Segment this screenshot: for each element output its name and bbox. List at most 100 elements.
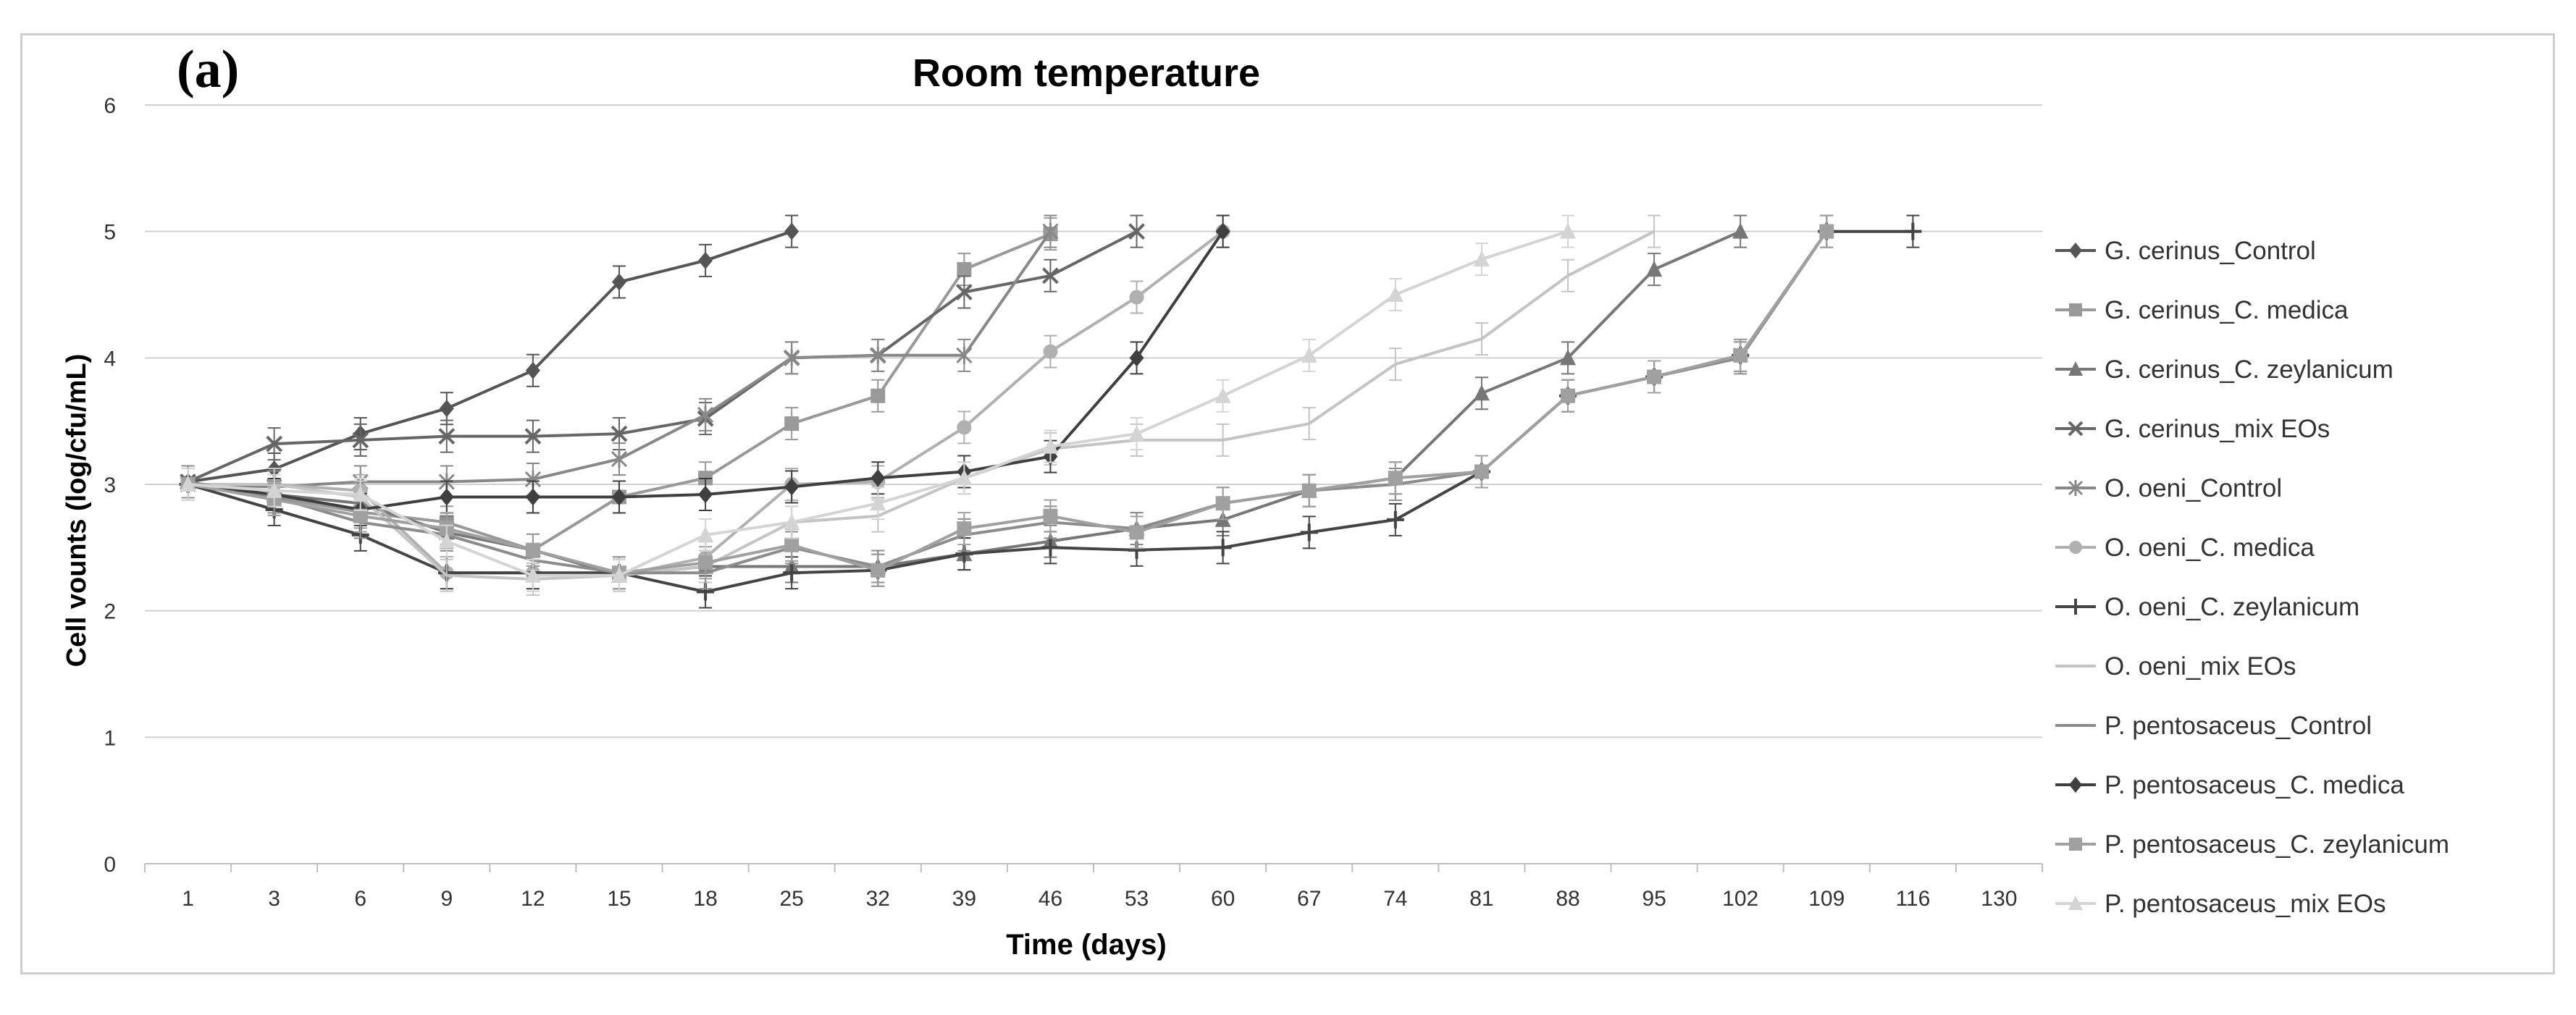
error-bar	[1216, 423, 1230, 457]
x-tick-label: 18	[693, 887, 717, 911]
data-point	[1904, 222, 1922, 240]
data-point	[784, 222, 800, 240]
data-point	[784, 513, 800, 530]
legend-swatch-marker	[2068, 421, 2084, 437]
legend-entry: G. cerinus_C. medica	[2055, 296, 2349, 324]
x-axis-title: Time (days)	[1006, 929, 1167, 961]
data-point	[1129, 290, 1144, 305]
data-point	[180, 476, 196, 492]
chart-title: Room temperature	[912, 51, 1261, 95]
data-point	[697, 526, 714, 542]
data-point	[1300, 523, 1318, 542]
legend-label: O. oeni_C. zeylanicum	[2105, 593, 2359, 621]
legend-entry: G. cerinus_mix EOs	[2055, 415, 2330, 443]
x-tick-label: 130	[1981, 887, 2017, 911]
data-point	[957, 521, 972, 536]
legend-swatch-marker	[2069, 777, 2082, 793]
data-point	[1560, 349, 1576, 366]
data-point	[525, 488, 540, 506]
data-point	[697, 405, 714, 424]
data-point	[1301, 483, 1317, 498]
x-tick-label: 12	[521, 887, 545, 911]
x-tick-label: 1	[182, 887, 194, 911]
data-point	[1041, 539, 1060, 557]
series-line	[188, 230, 1828, 575]
error-bar	[440, 558, 453, 592]
data-point	[956, 469, 973, 486]
data-point	[1042, 437, 1059, 454]
legend-entry: G. cerinus_C. zeylanicum	[2055, 355, 2394, 384]
data-point	[698, 485, 713, 503]
panel-label: (a)	[177, 40, 240, 99]
data-point	[1214, 539, 1232, 557]
chart-frame	[20, 33, 2555, 974]
legend-label: G. cerinus_C. zeylanicum	[2105, 355, 2394, 384]
legend-label: G. cerinus_C. medica	[2105, 296, 2349, 324]
legend-swatch-marker	[2069, 541, 2082, 554]
data-point	[698, 251, 713, 269]
legend-swatch-marker	[2068, 480, 2084, 496]
data-point	[1386, 510, 1404, 528]
x-tick-label: 3	[268, 887, 280, 911]
error-bar	[1561, 258, 1574, 292]
data-point	[1301, 346, 1317, 363]
data-point	[870, 563, 886, 578]
y-axis-title: Cell vounts (log/cfu/mL)	[62, 354, 92, 667]
error-bar	[1474, 322, 1488, 356]
legend-swatch-marker	[2069, 303, 2082, 316]
data-point	[870, 388, 886, 403]
x-tick-label: 6	[354, 887, 366, 911]
x-tick-label: 109	[1808, 887, 1845, 911]
y-tick-label: 6	[104, 94, 116, 118]
x-tick-label: 60	[1211, 887, 1235, 911]
data-point	[611, 566, 627, 583]
data-point	[525, 542, 540, 557]
legend-entry: O. oeni_mix EOs	[2055, 652, 2296, 681]
x-tick-label: 15	[607, 887, 631, 911]
x-tick-label: 67	[1297, 887, 1321, 911]
data-point	[266, 481, 282, 498]
data-point	[1388, 471, 1403, 486]
x-tick-label: 102	[1722, 887, 1758, 911]
data-point	[438, 532, 455, 549]
legend-label: G. cerinus_mix EOs	[2105, 415, 2330, 443]
data-point	[698, 555, 713, 570]
data-point	[1043, 508, 1058, 523]
data-point	[1128, 223, 1145, 240]
data-point	[611, 425, 628, 442]
legend-entry: P. pentosaceus_C. medica	[2055, 771, 2404, 799]
legend-label: P. pentosaceus_C. zeylanicum	[2105, 830, 2449, 859]
data-point	[439, 488, 454, 506]
legend-swatch-marker	[2068, 896, 2083, 910]
legend-entry: P. pentosaceus_C. zeylanicum	[2055, 830, 2449, 859]
data-point	[612, 488, 626, 506]
data-point	[439, 400, 454, 418]
data-point	[784, 537, 800, 552]
legend-entry: O. oeni_C. medica	[2055, 534, 2315, 562]
data-point	[352, 431, 369, 449]
data-point	[870, 494, 886, 511]
data-point	[870, 469, 886, 487]
x-tick-label: 95	[1642, 887, 1666, 911]
y-tick-label: 1	[104, 726, 116, 750]
legend-entry: P. pentosaceus_Control	[2055, 712, 2372, 740]
data-point	[956, 346, 973, 364]
data-point	[1129, 525, 1144, 540]
data-point	[1129, 349, 1144, 367]
legend: G. cerinus_Control G. cerinus_C. medica G.…	[2055, 237, 2449, 918]
series-line	[188, 229, 792, 484]
data-point	[353, 508, 368, 523]
data-point	[266, 435, 283, 452]
data-point	[955, 284, 973, 300]
legend-label: O. oeni_mix EOs	[2105, 652, 2296, 681]
data-point	[957, 262, 972, 277]
x-tick-label: 46	[1039, 887, 1062, 911]
series-8	[181, 214, 1661, 596]
y-tick-label: 3	[104, 473, 116, 497]
data-point	[1043, 344, 1058, 359]
error-bar	[1388, 348, 1402, 382]
legend-label: P. pentosaceus_C. medica	[2105, 771, 2404, 799]
legend-entry: P. pentosaceus_mix EOs	[2055, 890, 2386, 918]
x-tick-label: 39	[952, 887, 976, 911]
legend-label: O. oeni_Control	[2105, 474, 2282, 502]
